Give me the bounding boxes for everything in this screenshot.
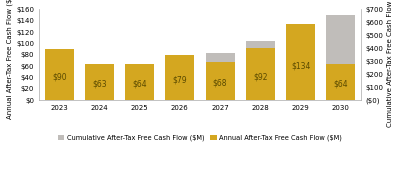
Bar bbox=[286, 24, 315, 100]
Legend: Cumulative After-Tax Free Cash Flow ($M), Annual After-Tax Free Cash Flow ($M): Cumulative After-Tax Free Cash Flow ($M)… bbox=[55, 132, 345, 144]
Bar bbox=[85, 64, 114, 100]
Bar bbox=[166, 62, 194, 100]
Text: $68: $68 bbox=[213, 78, 227, 87]
Y-axis label: Annual After-Tax Free Cash Flow ($M): Annual After-Tax Free Cash Flow ($M) bbox=[7, 0, 14, 119]
Bar bbox=[246, 48, 275, 100]
Bar bbox=[206, 62, 234, 100]
Text: $63: $63 bbox=[92, 80, 107, 89]
Text: $134: $134 bbox=[291, 61, 310, 70]
Text: $90: $90 bbox=[52, 73, 66, 82]
Bar bbox=[326, 15, 355, 100]
Bar bbox=[166, 55, 194, 100]
Text: $79: $79 bbox=[172, 75, 187, 84]
Text: $92: $92 bbox=[253, 72, 268, 81]
Bar bbox=[45, 49, 74, 100]
Bar bbox=[85, 80, 114, 100]
Bar bbox=[326, 64, 355, 100]
Bar bbox=[286, 24, 315, 100]
Bar bbox=[246, 41, 275, 100]
Y-axis label: Cumulative After-Tax Free Cash Flow ($M): Cumulative After-Tax Free Cash Flow ($M) bbox=[386, 0, 393, 127]
Bar bbox=[206, 53, 234, 100]
Bar bbox=[125, 64, 154, 100]
Text: $64: $64 bbox=[132, 79, 147, 88]
Bar bbox=[125, 72, 154, 100]
Bar bbox=[45, 88, 74, 100]
Text: $64: $64 bbox=[334, 79, 348, 88]
